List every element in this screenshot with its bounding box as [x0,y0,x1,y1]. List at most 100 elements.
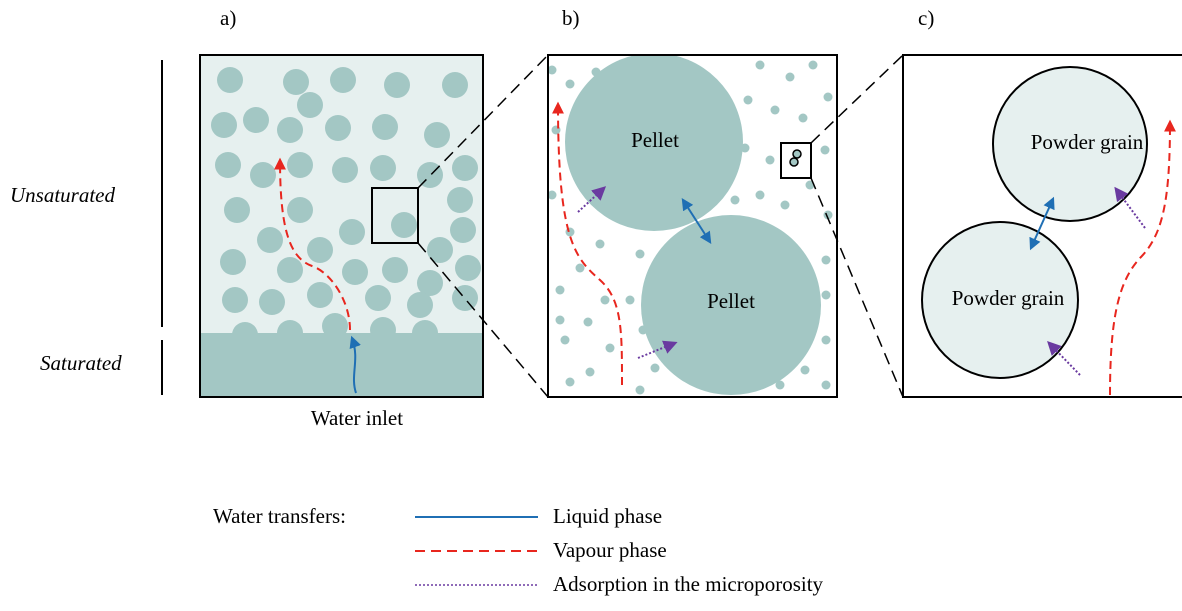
particle [259,289,285,315]
particle [257,227,283,253]
panel-label: c) [918,6,934,30]
particle [370,155,396,181]
particle [339,219,365,245]
panel-a-frame [199,54,484,398]
particle [600,295,610,305]
particle [770,105,780,115]
particle [332,157,358,183]
particle [780,200,790,210]
particle [548,190,557,200]
particle [565,377,575,387]
particle [455,255,481,281]
liquid-path [1029,196,1055,251]
particle [635,385,645,395]
adsorption-path [1047,340,1081,376]
legend-label: Adsorption in the microporosity [553,572,824,596]
particles [548,60,833,395]
particle [330,67,356,93]
particle [800,365,810,375]
pellet [565,55,743,231]
particle [427,237,453,263]
particle [823,92,833,102]
particle [775,380,785,390]
particle [297,92,323,118]
particle [555,285,565,295]
particle [372,114,398,140]
particle [743,95,753,105]
particle [342,259,368,285]
particle [211,112,237,138]
particle [625,295,635,305]
liquid-path [681,197,712,245]
liquid-path [349,335,361,394]
vapour-path [274,157,351,331]
panel-label: b) [562,6,580,30]
panel-label: a) [220,6,236,30]
particle [583,317,593,327]
pellet-label: Pellet [631,128,679,152]
inlet-label: Water inlet [311,406,403,430]
particle [365,285,391,311]
grain-label: Powder grain [952,286,1065,310]
particle [605,343,615,353]
particle [277,257,303,283]
grain [792,149,802,159]
saturated-zone [200,333,483,397]
particle [765,155,775,165]
particle [595,239,605,249]
zoom-line [810,54,904,144]
zoom-box [371,187,419,244]
vapour-path [552,101,623,386]
particle [322,313,348,339]
particle [287,152,313,178]
particle [307,282,333,308]
particle [560,335,570,345]
particle [224,197,250,223]
particle [820,145,830,155]
pellet-label: Pellet [707,289,755,313]
particle [548,65,557,75]
particle [650,363,660,373]
particle [565,79,575,89]
particle [450,217,476,243]
particle [424,122,450,148]
particle [447,187,473,213]
zone-label: Unsaturated [10,183,116,207]
legend-label: Liquid phase [553,504,662,528]
vapour-path [1109,119,1176,396]
particle [798,113,808,123]
particle [821,255,831,265]
grain-label: Powder grain [1031,130,1144,154]
particle [452,155,478,181]
particle [417,270,443,296]
particle [821,335,831,345]
particle [407,292,433,318]
particle [575,263,585,273]
adsorption-path [577,186,607,213]
particle [823,210,833,220]
particle [585,367,595,377]
zoom-line [810,177,904,398]
particle [220,249,246,275]
particle [307,237,333,263]
legend-title: Water transfers: [213,504,346,528]
zoom-line [417,54,549,189]
powder-grain [992,66,1148,222]
particle [555,315,565,325]
particle [755,60,765,70]
particle [325,115,351,141]
particle [283,69,309,95]
particle [243,107,269,133]
particle [730,195,740,205]
particle [384,72,410,98]
particle [821,290,831,300]
powder-grain [921,221,1079,379]
particles [211,67,481,348]
particle [391,212,417,238]
adsorption-path [637,340,678,359]
particle [217,67,243,93]
pellet [641,215,821,395]
particle [821,380,831,390]
